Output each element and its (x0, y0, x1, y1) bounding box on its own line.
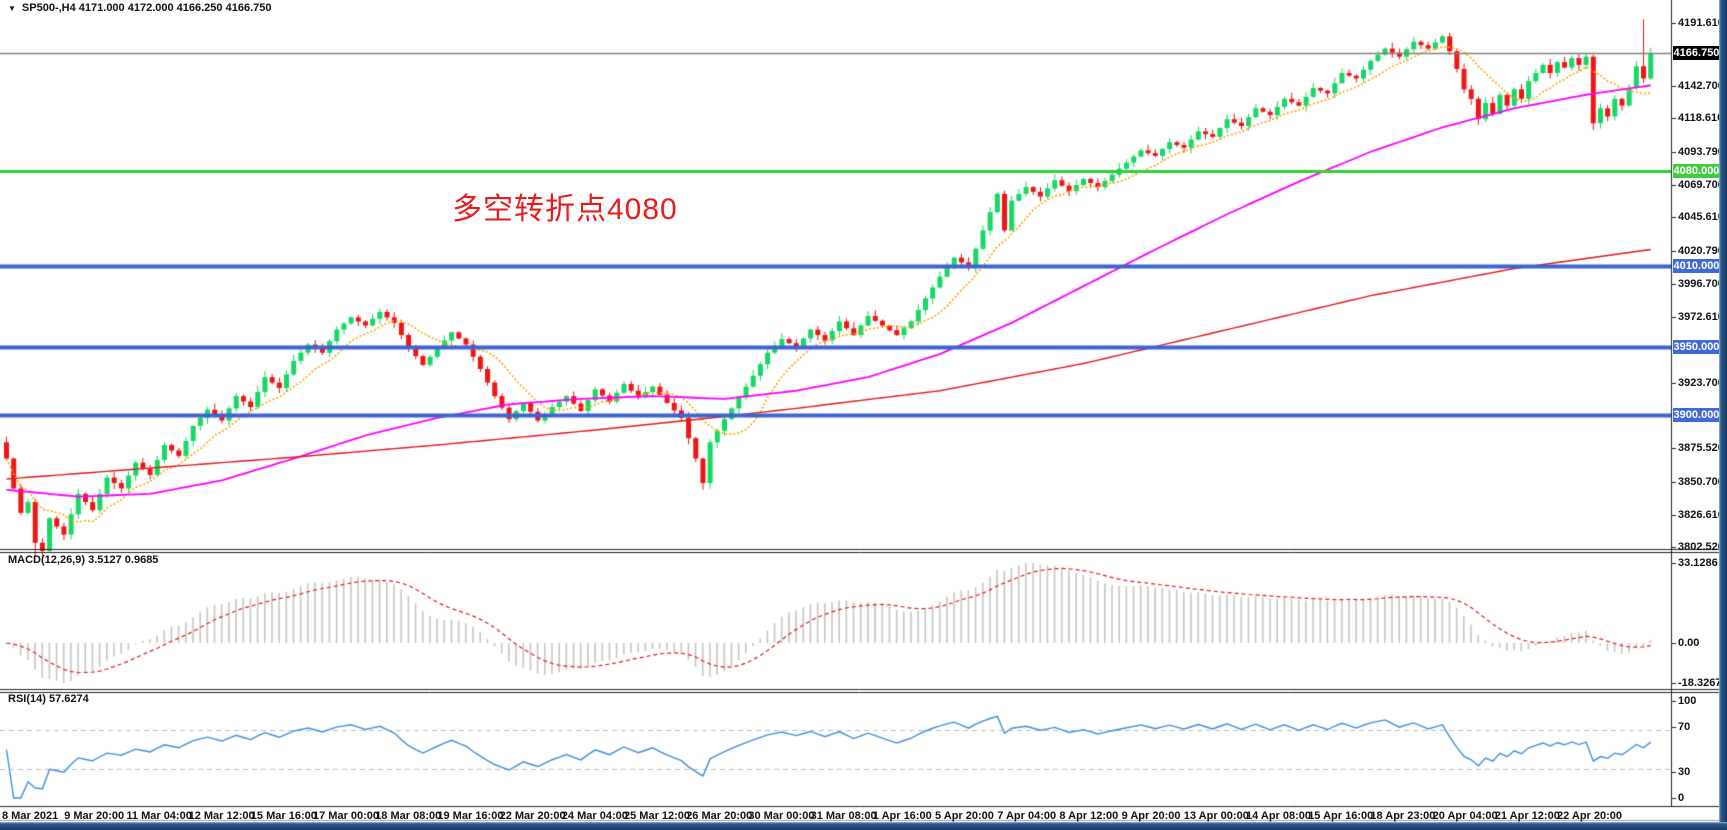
symbol-ohlc-text: SP500-,H4 4171.000 4172.000 4166.250 416… (21, 2, 272, 14)
symbol-info-bar: ▼ SP500-,H4 4171.000 4172.000 4166.250 4… (8, 2, 271, 14)
rsi-indicator-label: RSI(14) 57.6274 (8, 693, 89, 705)
window-edge-bottom (0, 822, 1727, 830)
window-edge-right (1719, 0, 1727, 830)
chart-annotation-text[interactable]: 多空转折点4080 (452, 193, 678, 226)
symbol-dropdown-icon[interactable]: ▼ (8, 3, 16, 13)
macd-indicator-label: MACD(12,26,9) 3.5127 0.9685 (8, 554, 159, 566)
